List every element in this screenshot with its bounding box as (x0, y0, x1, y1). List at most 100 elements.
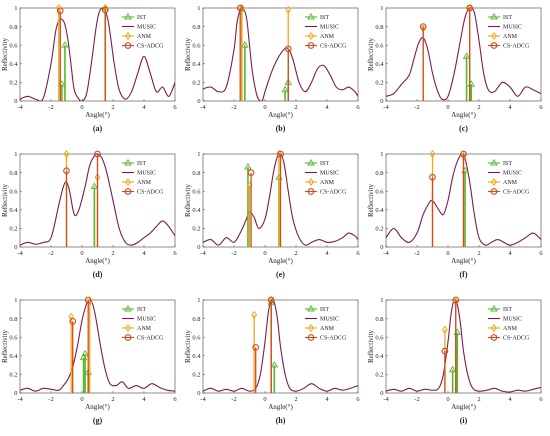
x-tick-label: 2 (477, 396, 480, 403)
legend-label-music: MUSIC (320, 25, 339, 31)
stem-marker-cs-adcg-0 (69, 318, 77, 325)
panel-label: (e) (276, 270, 285, 279)
y-tick-label: 1 (380, 297, 383, 304)
legend-label-ist: IST (137, 161, 146, 167)
stem-marker-cs-adcg-0 (252, 344, 260, 351)
stem-marker-anm-legend (491, 32, 497, 40)
legend: IST MUSIC ANM CS-ADCG (120, 156, 173, 197)
legend-label-cs-adcg: CS-ADCG (320, 44, 347, 50)
y-tick-label: 0.6 (375, 334, 384, 341)
stem-marker-cs-adcg-legend (124, 188, 132, 195)
stem-marker-ist-2 (281, 85, 289, 93)
chart-panel-e: -4 -2 0 2 4 6 0 0.2 0.4 0.6 0.8 1 Angle(°) Reflectivi… (184, 150, 360, 279)
x-tick-label: -2 (231, 250, 236, 257)
x-tick-label: 2 (294, 396, 297, 403)
legend-label-cs-adcg: CS-ADCG (137, 336, 164, 342)
legend-label-anm: ANM (137, 326, 152, 332)
stem-marker-cs-adcg-1 (277, 150, 284, 158)
legend-label-music: MUSIC (503, 25, 522, 31)
x-tick-label: 2 (294, 104, 297, 111)
stem-marker-ist-1 (81, 349, 89, 357)
x-tick-label: 6 (173, 396, 177, 403)
y-tick-label: 0.4 (9, 353, 18, 360)
series-line-music (386, 298, 541, 393)
legend-label-cs-adcg: CS-ADCG (320, 190, 347, 196)
stem-marker-cs-adcg-1 (267, 296, 275, 304)
chart-panel-g: -4 -2 0 2 4 6 0 0.2 0.4 0.6 0.8 1 Angle(°) Reflectivi… (1, 296, 177, 425)
stem-marker-ist-legend (490, 158, 498, 166)
y-tick-label: 0.6 (9, 188, 18, 195)
x-tick-label: 2 (477, 104, 480, 111)
stem-marker-anm-legend (125, 178, 131, 186)
stem-marker-anm-legend (308, 324, 314, 332)
x-tick-label: 4 (508, 104, 512, 111)
y-tick-label: 0.4 (192, 61, 201, 68)
y-axis-label: Reflectivity (1, 37, 9, 71)
y-axis-label: Reflectivity (184, 329, 192, 363)
legend-label-anm: ANM (320, 180, 335, 186)
legend-label-ist: IST (503, 15, 512, 21)
y-tick-label: 0 (197, 390, 200, 397)
y-tick-label: 0 (380, 390, 383, 397)
panel-label: (c) (459, 124, 468, 133)
stem-marker-anm-legend (308, 178, 314, 186)
stem-marker-anm-0 (441, 325, 448, 334)
x-tick-label: 4 (325, 104, 329, 111)
stem-marker-anm-1 (285, 5, 292, 14)
stem-marker-ist-legend (124, 304, 132, 312)
stem-marker-anm-legend (125, 32, 131, 40)
panel-label: (h) (276, 416, 286, 425)
stem-marker-anm-legend (491, 178, 497, 186)
stem-marker-cs-adcg-0 (429, 173, 436, 181)
series-line-music (20, 299, 175, 392)
y-tick-label: 0.4 (9, 207, 18, 214)
x-tick-label: 6 (539, 396, 543, 403)
stem-marker-cs-adcg-1 (452, 296, 460, 304)
legend-label-cs-adcg: CS-ADCG (503, 44, 530, 50)
y-tick-label: 1 (380, 151, 383, 158)
x-tick-label: 6 (356, 250, 360, 257)
stem-marker-cs-adcg-0 (236, 4, 244, 12)
x-tick-label: -2 (48, 104, 53, 111)
y-tick-label: 0.6 (375, 42, 384, 49)
y-tick-label: 0 (14, 390, 17, 397)
x-tick-label: 0 (446, 104, 449, 111)
stem-marker-cs-adcg-legend (307, 188, 315, 195)
stem-marker-cs-adcg-1 (284, 45, 292, 53)
panel-label: (g) (93, 416, 103, 425)
x-tick-label: 4 (142, 104, 146, 111)
x-tick-label: -4 (383, 396, 389, 403)
stem-marker-ist-0 (244, 162, 252, 170)
x-tick-label: -4 (383, 250, 389, 257)
y-axis-label: Reflectivity (184, 37, 192, 71)
stem-marker-anm-0 (63, 150, 70, 158)
series-line-music (386, 7, 541, 101)
legend-label-ist: IST (503, 307, 512, 313)
chart-panel-i: -4 -2 0 2 4 6 0 0.2 0.4 0.6 0.8 1 Angle(°) Reflectivi… (367, 296, 543, 425)
y-tick-label: 0.8 (9, 24, 17, 31)
stem-marker-ist-0 (462, 52, 471, 59)
y-tick-label: 0 (197, 98, 200, 105)
y-axis-label: Reflectivity (367, 329, 375, 363)
stem-marker-cs-adcg-legend (307, 334, 315, 341)
stem-marker-cs-adcg-0 (56, 7, 64, 15)
legend: IST MUSIC ANM CS-ADCG (486, 156, 539, 197)
stem-marker-cs-adcg-1 (94, 150, 101, 158)
y-tick-label: 0.4 (192, 207, 201, 214)
panel-label: (d) (93, 270, 103, 279)
stem-marker-cs-adcg-1 (101, 6, 109, 14)
stem-marker-cs-adcg-1 (460, 150, 467, 158)
y-tick-label: 0 (380, 98, 383, 105)
x-tick-label: 4 (508, 396, 512, 403)
stem-marker-ist-legend (307, 304, 315, 312)
y-tick-label: 0.4 (375, 353, 384, 360)
legend-label-anm: ANM (503, 180, 518, 186)
legend-label-ist: IST (320, 307, 329, 313)
x-tick-label: -4 (17, 104, 23, 111)
x-tick-label: -2 (414, 396, 419, 403)
x-axis-label: Angle(°) (85, 257, 110, 265)
y-tick-label: 1 (197, 151, 200, 158)
y-tick-label: 0.8 (375, 170, 383, 177)
x-tick-label: -2 (48, 250, 53, 257)
legend: IST MUSIC ANM CS-ADCG (120, 302, 173, 343)
